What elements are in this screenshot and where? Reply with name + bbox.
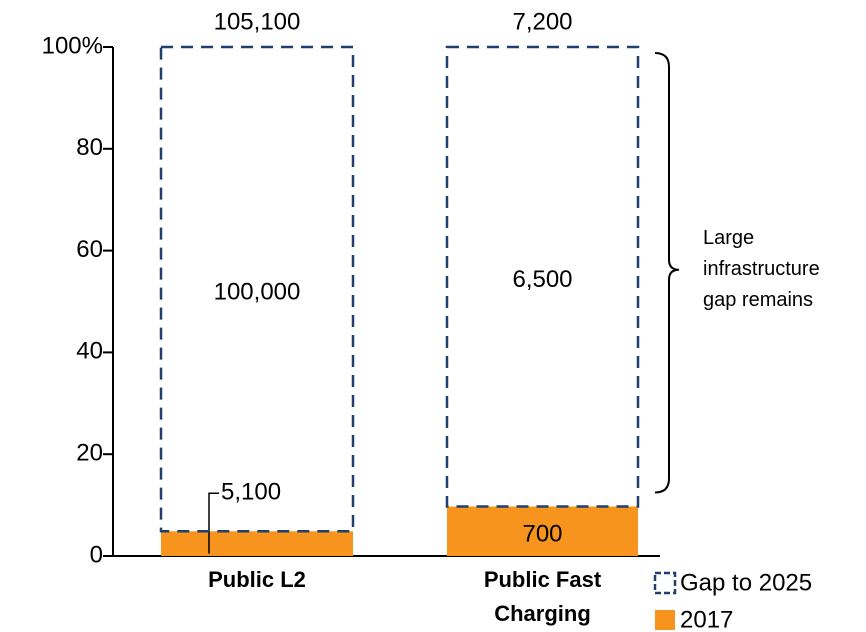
value-label: 700 (522, 521, 562, 548)
leader-line (208, 492, 219, 554)
x-tick-label: Charging (494, 601, 591, 626)
x-tick-label: Public L2 (208, 567, 306, 592)
value-label: 100,000 (214, 278, 301, 305)
value-label: 6,500 (512, 266, 572, 293)
y-tick-label: 100% (42, 32, 103, 59)
bar-segment (159, 45, 355, 533)
y-tick-label: 20 (76, 440, 103, 467)
annotation: gap remains (703, 289, 813, 311)
y-tick-label: 40 (76, 338, 103, 365)
y-tick-label: 60 (76, 236, 103, 263)
legend-swatch (655, 610, 675, 630)
y-tick-label: 80 (76, 134, 103, 161)
legend-label: Gap to 2025 (680, 569, 812, 596)
annotation: Large (703, 227, 754, 249)
value-label: 5,100 (221, 479, 281, 506)
total-label: 105,100 (214, 8, 301, 35)
y-tick-label: 0 (90, 541, 103, 568)
x-tick-label: Public Fast (484, 567, 602, 592)
total-label: 7,200 (512, 8, 572, 35)
bar-segment (447, 506, 638, 556)
bar-segment (161, 531, 353, 556)
bar-segment (445, 45, 640, 508)
legend-swatch (653, 571, 677, 595)
annotation: infrastructure (703, 258, 820, 280)
legend-label: 2017 (680, 606, 733, 632)
brace (654, 52, 680, 494)
